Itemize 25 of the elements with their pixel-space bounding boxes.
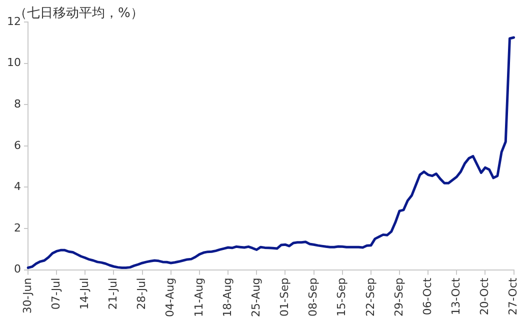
x-tick-label: 01-Sep [278,278,292,316]
x-tick-label: 07-Jul [49,278,62,310]
x-tick-label: 22-Sep [364,278,377,316]
x-tick-label: 13-Oct [450,277,463,316]
y-tick-label: 8 [14,97,21,110]
x-tick-label: 11-Aug [192,278,206,318]
x-tick-label: 15-Sep [335,278,348,316]
x-tick-label: 30-Jun [20,278,34,314]
y-tick-label: 12 [6,14,21,28]
y-tick-label: 10 [6,56,21,70]
x-tick-label: 27-Oct [506,277,520,316]
y-tick-label: 0 [14,262,21,276]
x-tick-label: 29-Sep [392,278,406,316]
x-tick-label: 04-Aug [164,278,177,318]
x-tick-label: 20-Oct [478,277,492,316]
x-tick-label: 28-Jul [135,278,148,310]
y-tick-label: 6 [14,138,21,152]
x-tick-label: 14-Jul [78,278,92,310]
x-tick-label: 25-Aug [249,278,262,318]
y-tick-label: 4 [14,180,21,194]
x-tick-label: 08-Sep [306,278,320,316]
y-tick-label: 2 [14,221,21,234]
x-tick-label: 21-Jul [106,278,120,310]
x-tick-label: 06-Oct [420,277,434,316]
x-tick-label: 18-Aug [220,278,234,318]
